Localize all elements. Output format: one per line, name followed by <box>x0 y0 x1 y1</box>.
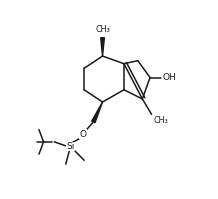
Text: OH: OH <box>162 73 176 82</box>
Polygon shape <box>92 102 102 123</box>
Text: CH₃: CH₃ <box>153 116 168 125</box>
Text: Si: Si <box>66 142 75 151</box>
Text: O: O <box>79 130 86 139</box>
Polygon shape <box>101 38 104 56</box>
Text: CH₃: CH₃ <box>95 25 110 34</box>
